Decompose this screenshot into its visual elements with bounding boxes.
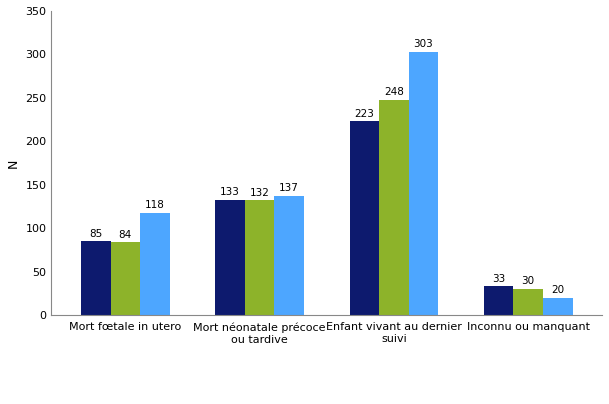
Y-axis label: N: N (7, 158, 20, 168)
Text: 223: 223 (354, 109, 375, 119)
Bar (216, 200, 245, 315)
Text: 248: 248 (384, 87, 404, 97)
Text: 132: 132 (250, 188, 270, 198)
Bar (543, 298, 572, 315)
Bar (379, 100, 409, 315)
Bar (245, 200, 275, 315)
Bar (140, 213, 170, 315)
Bar (350, 121, 379, 315)
Text: 118: 118 (145, 200, 165, 210)
Bar (513, 289, 543, 315)
Bar (275, 196, 304, 315)
Bar (484, 286, 513, 315)
Text: 85: 85 (89, 229, 102, 239)
Text: 30: 30 (522, 276, 535, 286)
Text: 137: 137 (280, 183, 299, 194)
Text: 303: 303 (414, 39, 434, 49)
Bar (409, 52, 438, 315)
Bar (81, 241, 111, 315)
Text: 84: 84 (119, 229, 132, 240)
Bar (111, 242, 140, 315)
Text: 133: 133 (220, 187, 240, 197)
Text: 33: 33 (492, 274, 505, 284)
Text: 20: 20 (551, 285, 565, 295)
